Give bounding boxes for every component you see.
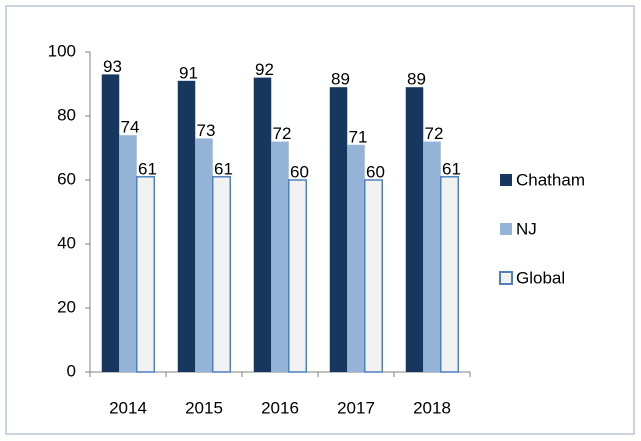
- bar: [329, 87, 348, 372]
- bar: [271, 141, 289, 372]
- value-label: 61: [442, 159, 461, 178]
- y-tick-label: 100: [48, 41, 76, 60]
- bar: [364, 179, 383, 373]
- bar: [405, 87, 424, 372]
- value-label: 91: [179, 63, 198, 82]
- y-tick-label: 0: [67, 361, 76, 380]
- value-label: 74: [121, 118, 140, 137]
- value-label: 61: [138, 159, 157, 178]
- value-label: 73: [197, 121, 216, 140]
- value-label: 72: [273, 124, 292, 143]
- bar: [253, 77, 272, 372]
- legend-label: NJ: [516, 219, 537, 238]
- bar: [119, 135, 137, 372]
- legend-label: Global: [516, 268, 565, 287]
- chart-frame: [5, 5, 635, 435]
- value-label: 72: [425, 124, 444, 143]
- x-tick-label: 2015: [185, 398, 223, 417]
- legend-swatch: [499, 271, 513, 285]
- y-tick-label: 20: [57, 297, 76, 316]
- bar: [440, 176, 459, 373]
- value-label: 89: [407, 70, 426, 89]
- bar: [212, 176, 231, 373]
- bar: [423, 141, 441, 372]
- x-tick-label: 2016: [261, 398, 299, 417]
- legend-swatch: [500, 223, 512, 235]
- x-tick-label: 2014: [109, 398, 147, 417]
- value-label: 60: [290, 162, 309, 181]
- y-tick-label: 40: [57, 233, 76, 252]
- bar: [347, 144, 365, 372]
- bar: [195, 138, 213, 372]
- x-tick-label: 2017: [337, 398, 375, 417]
- x-tick-label: 2018: [413, 398, 451, 417]
- y-tick-label: 80: [57, 105, 76, 124]
- bar: [177, 80, 196, 373]
- value-label: 60: [366, 162, 385, 181]
- legend-label: Chatham: [516, 170, 585, 189]
- y-tick-label: 60: [57, 169, 76, 188]
- bar: [101, 74, 120, 373]
- value-label: 71: [349, 127, 368, 146]
- bar: [136, 176, 155, 373]
- value-label: 92: [255, 60, 274, 79]
- legend-swatch: [500, 174, 512, 186]
- value-label: 93: [103, 57, 122, 76]
- value-label: 61: [214, 159, 233, 178]
- bar: [288, 179, 307, 373]
- value-label: 89: [331, 70, 350, 89]
